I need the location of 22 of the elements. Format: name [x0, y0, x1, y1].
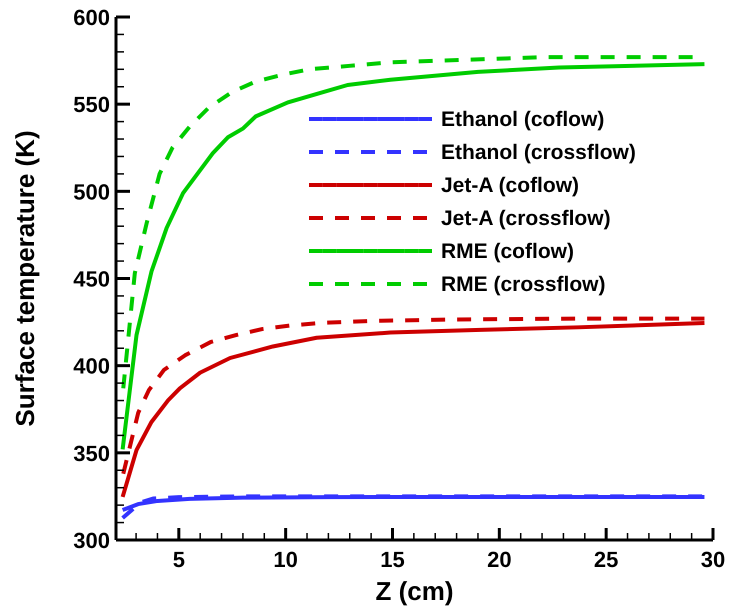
x-tick-label: 30	[700, 547, 726, 572]
y-tick-label: 450	[73, 266, 110, 292]
line-series	[120, 62, 706, 452]
y-tick-label: 600	[73, 5, 110, 30]
y-tick-label: 500	[73, 179, 110, 204]
legend-label: RME (crossflow)	[441, 273, 606, 296]
legend-label: RME (coflow)	[441, 240, 574, 263]
y-tick-label: 300	[73, 528, 110, 553]
y-tick-label: 350	[73, 440, 110, 466]
legend-label: Ethanol (coflow)	[441, 108, 604, 131]
x-axis-title: Z (cm)	[376, 576, 454, 606]
x-tick-label: 5	[172, 547, 185, 572]
x-tick-label: 15	[380, 547, 405, 572]
x-tick-label: 25	[594, 547, 618, 572]
y-tick-label: 550	[73, 92, 110, 118]
legend-label: Jet-A (crossflow)	[441, 207, 611, 230]
y-axis-title: Surface temperature (K)	[10, 130, 40, 427]
legend-label: Jet-A (coflow)	[441, 174, 580, 197]
x-tick-label: 10	[273, 547, 298, 572]
legend-label: Ethanol (crossflow)	[441, 141, 636, 164]
x-tick-label: 20	[487, 547, 512, 572]
y-tick-label: 400	[73, 354, 110, 379]
